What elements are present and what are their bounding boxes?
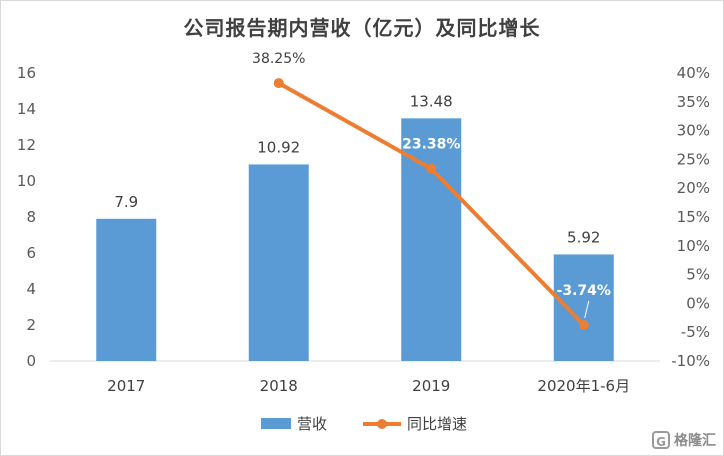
growth-value-label: 23.38% xyxy=(402,137,460,153)
legend-label-bar: 营收 xyxy=(297,415,327,433)
y-right-tick-label: 25% xyxy=(677,150,710,168)
y-left-tick-label: 12 xyxy=(17,136,36,154)
y-left-tick-label: 10 xyxy=(17,172,36,190)
x-tick-label: 2019 xyxy=(412,377,450,395)
bar xyxy=(248,164,309,361)
x-tick-label: 2018 xyxy=(260,377,298,395)
growth-label-leader xyxy=(584,300,590,319)
y-left-tick-label: 4 xyxy=(26,280,36,298)
growth-point xyxy=(578,319,589,330)
growth-point xyxy=(426,163,437,174)
legend-swatch-bar xyxy=(261,418,291,429)
y-left-tick-label: 14 xyxy=(17,100,36,118)
y-left-tick-label: 8 xyxy=(26,208,36,226)
y-right-tick-label: -5% xyxy=(681,323,710,341)
y-right-tick-label: 0% xyxy=(686,294,710,312)
x-tick-label: 2017 xyxy=(107,377,145,395)
growth-value-label: -3.74% xyxy=(557,283,611,299)
y-right-tick-label: 40% xyxy=(677,64,710,82)
watermark-logo-icon: G xyxy=(652,431,670,449)
growth-point xyxy=(273,78,284,89)
bar-value-label: 5.92 xyxy=(567,228,600,246)
y-right-tick-label: 35% xyxy=(677,93,710,111)
x-tick-label: 2020年1-6月 xyxy=(537,377,630,395)
y-right-tick-label: -10% xyxy=(671,352,710,370)
y-left-tick-label: 6 xyxy=(26,244,36,262)
y-right-tick-label: 5% xyxy=(686,266,710,284)
watermark-text: 格隆汇 xyxy=(674,433,716,449)
growth-value-label: 38.25% xyxy=(252,51,305,67)
chart-title: 公司报告期内营收（亿元）及同比增长 xyxy=(183,16,541,40)
legend-label-line: 同比增速 xyxy=(407,415,467,433)
y-right-tick-label: 20% xyxy=(677,179,710,197)
bar xyxy=(96,218,157,361)
y-right-tick-label: 10% xyxy=(677,237,710,255)
legend-swatch-marker xyxy=(377,419,387,429)
bar xyxy=(553,254,614,361)
y-left-tick-label: 0 xyxy=(26,352,36,370)
y-right-tick-label: 15% xyxy=(677,208,710,226)
y-left-tick-label: 16 xyxy=(17,64,36,82)
bar-value-label: 10.92 xyxy=(257,138,300,156)
y-right-tick-label: 30% xyxy=(677,122,710,140)
bar-value-label: 13.48 xyxy=(410,92,453,110)
bar-value-label: 7.9 xyxy=(114,193,138,211)
watermark: G 格隆汇 xyxy=(652,430,716,450)
y-left-tick-label: 2 xyxy=(26,316,36,334)
